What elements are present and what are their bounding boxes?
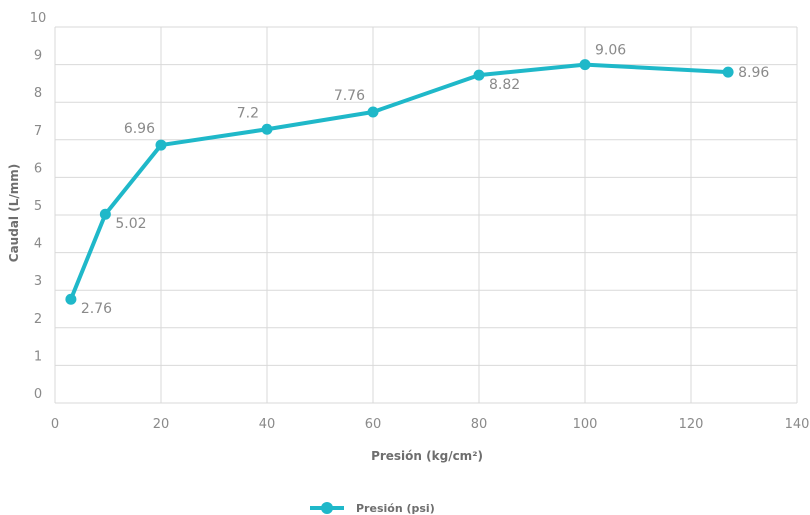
- data-point: [65, 293, 77, 305]
- y-tick-label: 9: [34, 49, 42, 64]
- x-tick-label: 120: [679, 417, 704, 432]
- data-point: [722, 66, 734, 78]
- legend-entry: Presión (psi): [356, 502, 435, 515]
- y-axis-ticks: 0 1 2 3 4 5 6 7 8 9 10: [30, 11, 47, 402]
- y-tick-label: 5: [34, 199, 42, 214]
- x-tick-label: 80: [471, 417, 488, 432]
- y-tick-label: 10: [30, 11, 47, 26]
- series: [65, 59, 734, 305]
- y-tick-label: 1: [34, 349, 42, 364]
- data-point: [473, 69, 485, 81]
- x-tick-label: 0: [51, 417, 59, 432]
- data-point: [367, 106, 379, 118]
- data-point: [155, 139, 167, 151]
- grid: [54, 26, 798, 404]
- y-tick-label: 3: [34, 274, 42, 289]
- data-label: 2.76: [81, 301, 112, 317]
- y-tick-label: 2: [34, 312, 42, 327]
- x-tick-label: 100: [573, 417, 598, 432]
- data-label: 6.96: [124, 121, 155, 137]
- x-axis-label: Presión (kg/cm²): [371, 449, 483, 463]
- legend-marker: [321, 502, 333, 514]
- y-tick-label: 6: [34, 161, 42, 176]
- series-line: [69, 62, 729, 300]
- data-labels: 2.76 5.02 6.96 7.2 7.76 8.82 9.06 8.96: [81, 43, 769, 318]
- data-point: [261, 123, 273, 135]
- x-tick-label: 20: [153, 417, 170, 432]
- data-label: 9.06: [595, 43, 626, 59]
- data-point: [579, 59, 591, 71]
- data-point: [99, 208, 111, 220]
- x-tick-label: 60: [365, 417, 382, 432]
- data-label: 8.82: [489, 77, 520, 93]
- y-tick-label: 7: [34, 124, 42, 139]
- data-label: 7.76: [334, 88, 365, 104]
- data-label: 5.02: [115, 216, 146, 232]
- y-tick-label: 0: [34, 387, 42, 402]
- y-tick-label: 4: [34, 237, 42, 252]
- data-label: 7.2: [237, 105, 259, 121]
- x-tick-label: 140: [785, 417, 810, 432]
- x-axis-ticks: 0 20 40 60 80 100 120 140: [51, 417, 810, 432]
- y-tick-label: 8: [34, 86, 42, 101]
- data-label: 8.96: [738, 65, 769, 81]
- x-tick-label: 40: [259, 417, 276, 432]
- y-axis-label: Caudal (L/mm): [7, 164, 21, 262]
- legend: Presión (psi): [310, 502, 435, 515]
